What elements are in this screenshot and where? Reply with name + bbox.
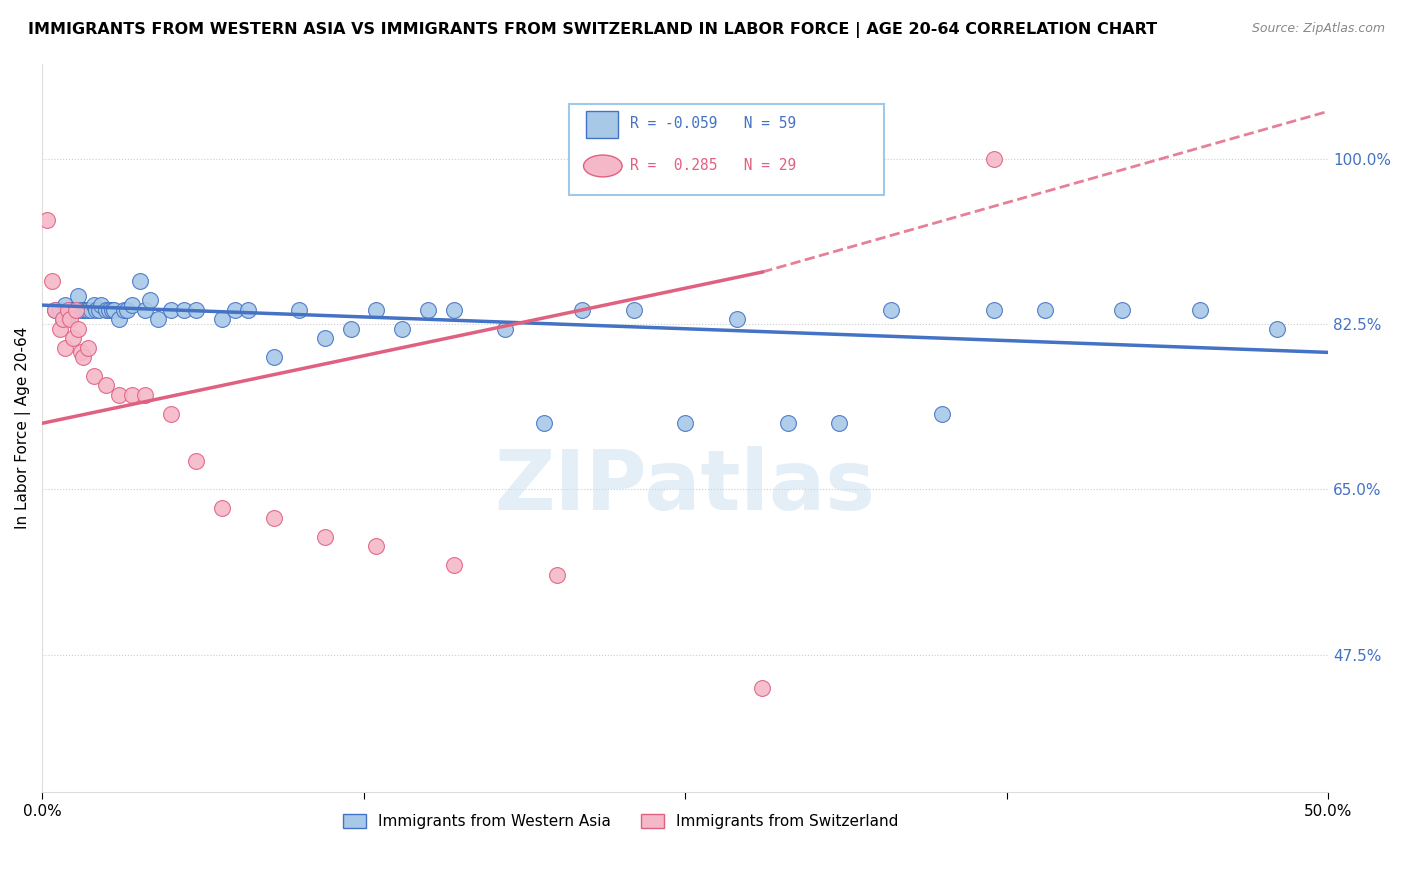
Point [52, 312, 75, 326]
Point [59, 312, 82, 326]
Point [288, 302, 311, 317]
Point [69, 302, 91, 317]
Point [211, 312, 233, 326]
Point [224, 302, 246, 317]
Point [115, 302, 138, 317]
Point [87, 302, 110, 317]
Point [96, 302, 118, 317]
Point [56, 302, 79, 317]
Point [44, 302, 66, 317]
Point [44, 302, 66, 317]
Point [391, 322, 413, 336]
Point [139, 293, 162, 308]
Point [80, 302, 103, 317]
Y-axis label: In Labor Force | Age 20-64: In Labor Force | Age 20-64 [15, 326, 31, 529]
Point [53, 298, 76, 312]
Point [52, 312, 75, 326]
Point [69, 345, 91, 359]
Point [90, 298, 112, 312]
Point [103, 302, 125, 317]
Point [62, 302, 84, 317]
Legend: Immigrants from Western Asia, Immigrants from Switzerland: Immigrants from Western Asia, Immigrants… [336, 808, 905, 835]
Point [41, 275, 63, 289]
Point [983, 302, 1005, 317]
Text: IMMIGRANTS FROM WESTERN ASIA VS IMMIGRANTS FROM SWITZERLAND IN LABOR FORCE | AGE: IMMIGRANTS FROM WESTERN ASIA VS IMMIGRAN… [28, 22, 1157, 38]
Point [83, 369, 105, 384]
Point [108, 388, 131, 402]
Point [366, 302, 388, 317]
Point [121, 298, 143, 312]
Point [72, 350, 94, 364]
Point [443, 302, 465, 317]
Point [77, 341, 100, 355]
Point [37, 213, 59, 227]
Text: R =  0.285   N = 29: R = 0.285 N = 29 [630, 159, 796, 173]
Point [112, 302, 135, 317]
Point [56, 308, 79, 322]
Point [72, 302, 94, 317]
Text: R = -0.059   N = 59: R = -0.059 N = 59 [630, 116, 796, 130]
Point [1188, 302, 1211, 317]
FancyBboxPatch shape [586, 111, 619, 138]
Point [121, 388, 143, 402]
Point [211, 501, 233, 516]
Point [53, 341, 76, 355]
Text: ZIPatlas: ZIPatlas [495, 446, 876, 527]
Point [128, 275, 150, 289]
Point [67, 322, 90, 336]
Point [83, 298, 105, 312]
FancyBboxPatch shape [569, 104, 884, 195]
Text: Source: ZipAtlas.com: Source: ZipAtlas.com [1251, 22, 1385, 36]
Point [146, 312, 169, 326]
Point [776, 417, 799, 431]
Point [134, 388, 156, 402]
Point [84, 302, 107, 317]
Point [751, 681, 773, 695]
Point [186, 454, 208, 468]
Point [186, 302, 208, 317]
Point [339, 322, 361, 336]
Point [416, 302, 439, 317]
Point [366, 539, 388, 553]
Point [96, 378, 118, 392]
Point [314, 530, 336, 544]
Point [49, 322, 72, 336]
Point [62, 331, 84, 345]
Point [100, 302, 122, 317]
Point [49, 302, 72, 317]
Point [314, 331, 336, 345]
Point [443, 558, 465, 573]
Point [159, 302, 181, 317]
Point [263, 350, 285, 364]
Point [571, 302, 593, 317]
Point [673, 417, 696, 431]
Point [75, 302, 97, 317]
Point [263, 511, 285, 525]
Point [134, 302, 156, 317]
Point [65, 302, 87, 317]
Point [77, 302, 100, 317]
Circle shape [583, 155, 621, 177]
Point [533, 417, 555, 431]
Point [725, 312, 748, 326]
Point [59, 302, 82, 317]
Point [98, 302, 121, 317]
Point [236, 302, 259, 317]
Point [67, 288, 90, 302]
Point [623, 302, 645, 317]
Point [65, 302, 87, 317]
Point [828, 417, 851, 431]
Point [880, 302, 903, 317]
Point [1265, 322, 1288, 336]
Point [931, 407, 953, 421]
Point [173, 302, 195, 317]
Point [159, 407, 181, 421]
Point [108, 312, 131, 326]
Point [983, 152, 1005, 166]
Point [494, 322, 516, 336]
Point [1033, 302, 1056, 317]
Point [546, 567, 568, 582]
Point [1111, 302, 1133, 317]
